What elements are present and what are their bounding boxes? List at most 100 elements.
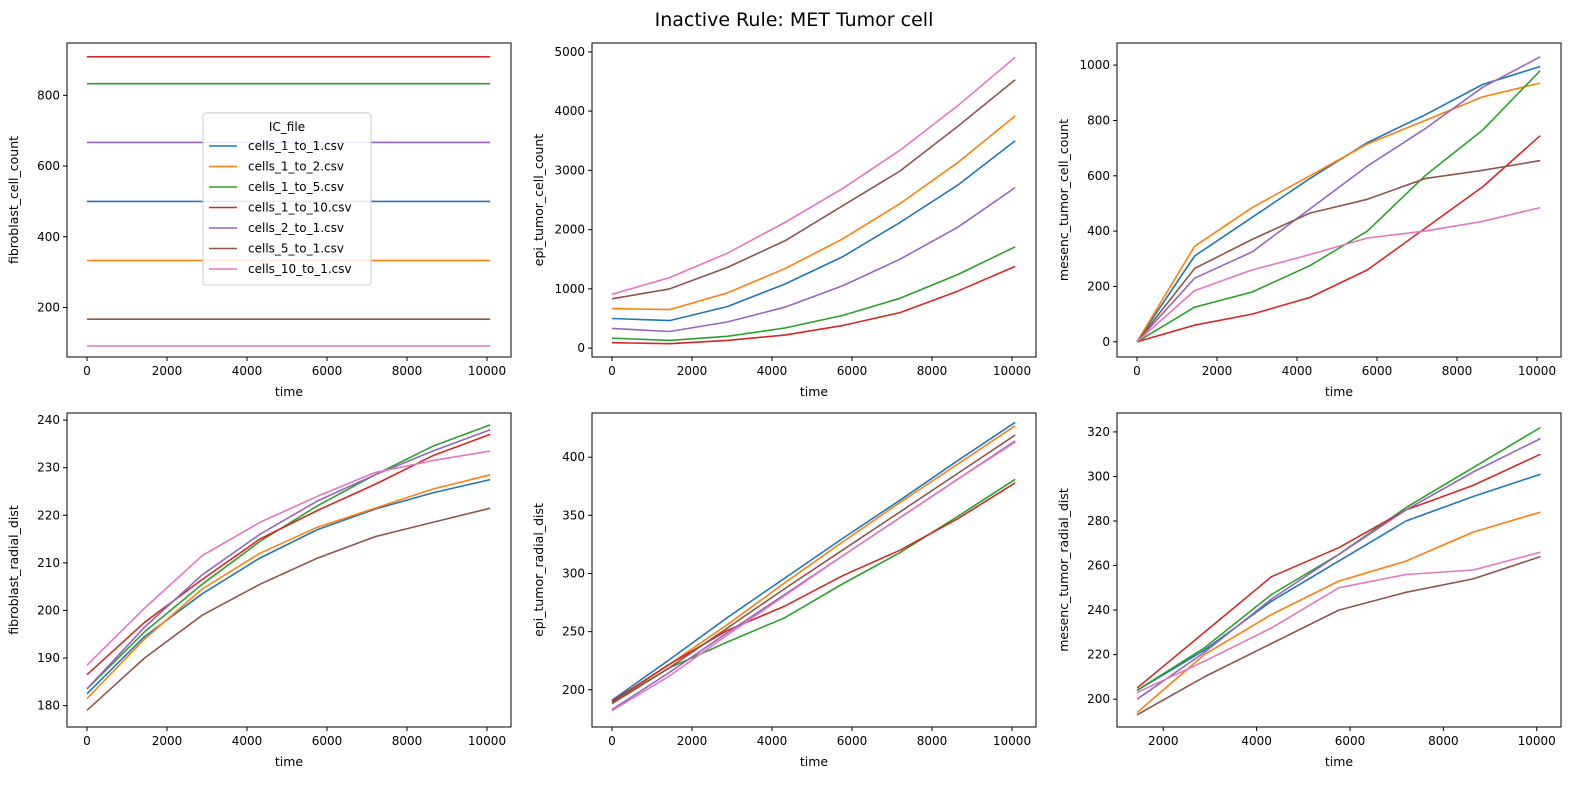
y-tick-label: 200 [1087,279,1110,293]
series-line-cells-1-to-1 [611,140,1016,322]
x-tick-label: 6000 [837,364,868,378]
y-tick-label: 240 [37,413,60,427]
y-tick-label: 1000 [554,282,585,296]
legend-entry: cells_5_to_1.csv [248,242,344,256]
x-tick-label: 2000 [152,734,183,748]
axes-frame [591,412,1037,728]
series-line-cells-2-to-1 [86,428,491,690]
y-axis-label: epi_tumor_cell_count [531,134,546,267]
series-line-cells-5-to-1 [86,507,491,711]
series-line-cells-1-to-5 [611,478,1016,704]
series-line-cells-1-to-2 [1136,82,1541,343]
y-tick-label: 0 [1102,335,1110,349]
axes-frame [66,412,512,728]
y-tick-label: 400 [562,450,585,464]
series-line-cells-10-to-1 [611,56,1016,296]
axes-frame [1116,42,1562,358]
subplot-2: 0 2000 4000 6000 8000 10000 0 1000 2000 3000 4000 5… [531,42,1037,399]
x-tick-label: 8000 [1442,364,1473,378]
series-group [1136,56,1541,343]
series-line-cells-10-to-1 [1136,206,1541,343]
x-tick-label: 0 [83,734,91,748]
y-tick-label: 210 [37,556,60,570]
subplot-1: 0 2000 4000 6000 8000 10000 200 400 600 800 time fi… [6,42,512,399]
y-tick-label: 2000 [554,223,585,237]
legend-entry: cells_2_to_1.csv [248,221,344,235]
series-line-cells-1-to-2 [1136,511,1541,714]
y-axis-label: mesenc_tumor_cell_count [1056,119,1071,281]
subplot-5: 0 2000 4000 6000 8000 10000 200 250 300 350 400 tim… [531,412,1037,769]
series-line-cells-1-to-5 [1136,426,1541,691]
y-tick-label: 600 [37,159,60,173]
series-line-cells-1-to-10 [1136,453,1541,689]
x-tick-label: 2000 [1148,734,1179,748]
y-tick-label: 400 [37,230,60,244]
series-line-cells-1-to-2 [611,115,1016,311]
y-tick-label: 0 [577,341,585,355]
y-tick-label: 260 [1087,559,1110,573]
x-tick-label: 0 [1133,364,1141,378]
x-tick-label: 8000 [917,364,948,378]
y-tick-label: 350 [562,508,585,522]
x-tick-label: 2000 [152,364,183,378]
series-line-cells-1-to-10 [611,265,1016,345]
series-group [611,56,1016,345]
y-tick-label: 200 [37,603,60,617]
x-tick-label: 6000 [837,734,868,748]
x-tick-label: 4000 [757,364,788,378]
y-tick-label: 220 [1087,648,1110,662]
series-line-cells-2-to-1 [1136,56,1541,343]
x-tick-label: 10000 [1518,364,1556,378]
x-tick-label: 4000 [232,364,263,378]
x-tick-label: 6000 [1362,364,1393,378]
legend: IC_file cells_1_to_1.csv cells_1_to_2.csvc… [202,112,372,286]
series-line-cells-1-to-2 [86,474,491,700]
y-axis-label: mesenc_tumor_radial_dist [1056,488,1071,652]
y-tick-label: 320 [1087,425,1110,439]
x-tick-label: 10000 [468,364,506,378]
y-axis-label: fibroblast_radial_dist [6,505,21,635]
series-line-cells-1-to-5 [611,246,1016,342]
legend-entry: cells_1_to_10.csv [248,201,352,215]
x-tick-label: 0 [83,364,91,378]
series-line-cells-10-to-1 [611,441,1016,712]
series-line-cells-1-to-1 [1136,65,1541,343]
figure-title: Inactive Rule: MET Tumor cell [655,9,934,31]
y-tick-label: 180 [37,699,60,713]
subplot-4: 0 2000 4000 6000 8000 10000 180 190 200 210 220 230… [6,412,512,769]
y-tick-label: 240 [1087,603,1110,617]
x-tick-label: 8000 [392,364,423,378]
legend-entry: cells_1_to_1.csv [248,139,344,153]
x-axis-label: time [800,384,829,399]
series-line-cells-5-to-1 [611,434,1016,705]
x-tick-label: 8000 [1428,734,1459,748]
y-tick-label: 400 [1087,224,1110,238]
series-line-cells-5-to-1 [1136,159,1541,343]
series-line-cells-10-to-1 [1136,551,1541,694]
x-tick-label: 10000 [993,364,1031,378]
x-tick-label: 0 [608,734,616,748]
y-tick-label: 800 [1087,113,1110,127]
series-line-cells-1-to-1 [86,478,491,695]
x-tick-label: 2000 [677,364,708,378]
y-tick-label: 200 [37,300,60,314]
y-tick-label: 300 [1087,469,1110,483]
series-line-cells-1-to-10 [1136,135,1541,343]
axes-frame [1116,412,1562,728]
series-line-cells-1-to-10 [611,482,1016,703]
x-axis-label: time [275,754,304,769]
x-axis-label: time [800,754,829,769]
legend-entry: cells_1_to_2.csv [248,160,344,174]
legend-entry: cells_10_to_1.csv [248,262,352,276]
series-line-cells-1-to-2 [611,425,1016,704]
y-tick-label: 280 [1087,514,1110,528]
axes-frame [66,42,512,358]
series-line-cells-1-to-1 [611,421,1016,701]
x-tick-label: 6000 [1335,734,1366,748]
x-axis-label: time [1325,754,1354,769]
x-axis-label: time [275,384,304,399]
x-tick-label: 4000 [757,734,788,748]
x-tick-label: 8000 [392,734,423,748]
y-tick-label: 800 [37,88,60,102]
